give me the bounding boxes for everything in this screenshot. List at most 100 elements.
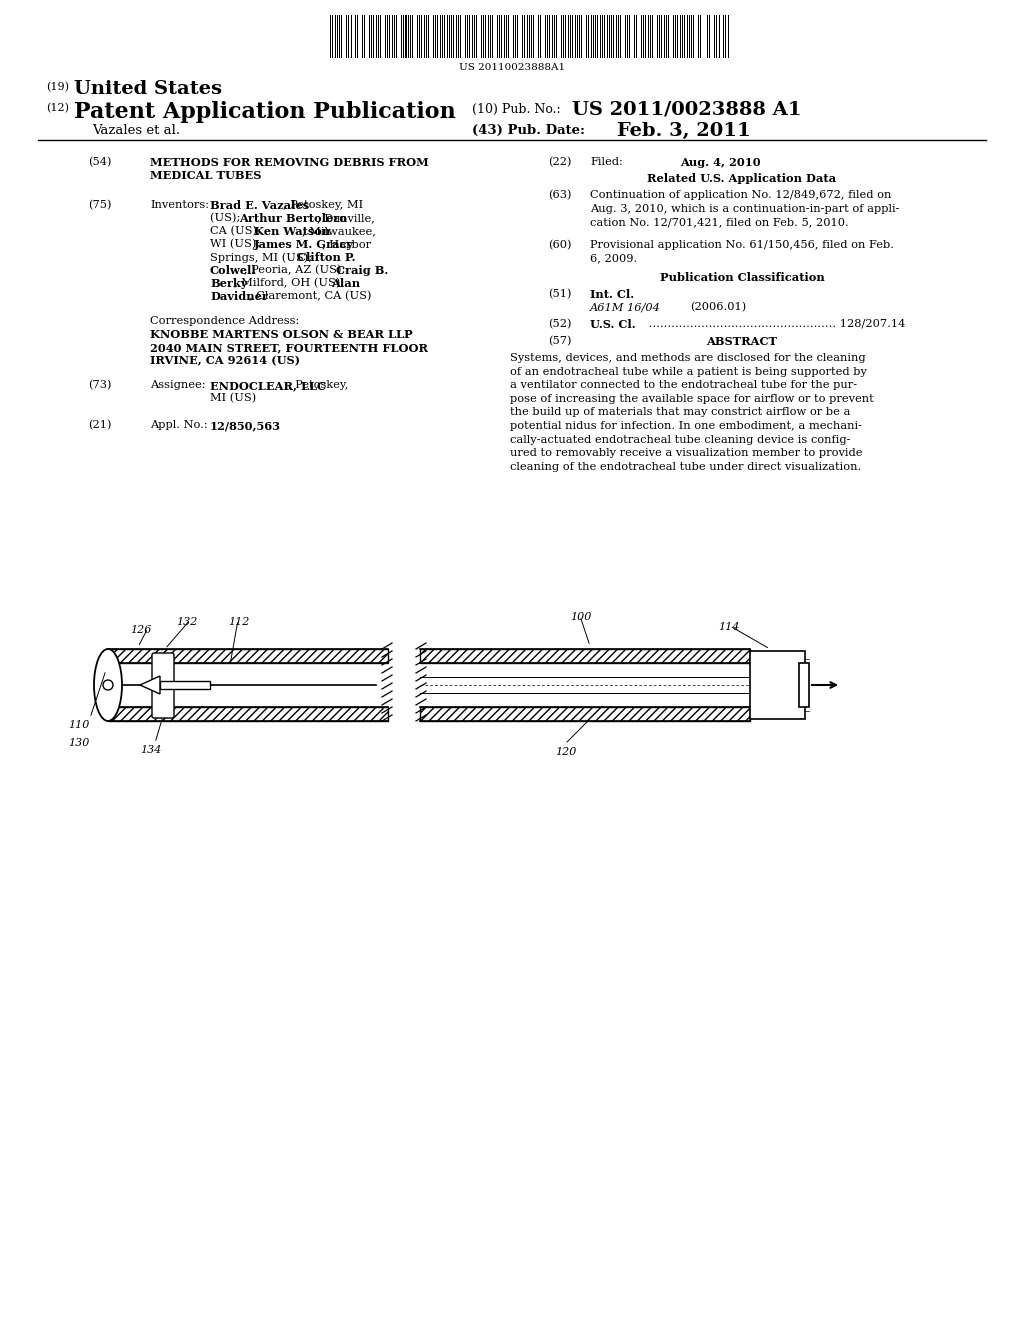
Bar	[621, 15, 622, 58]
Bar	[604, 15, 605, 58]
Text: IRVINE, CA 92614 (US): IRVINE, CA 92614 (US)	[150, 355, 300, 366]
Text: 134: 134	[140, 744, 162, 755]
Text: 126: 126	[130, 624, 152, 635]
Bar	[449, 15, 450, 58]
Text: Provisional application No. 61/150,456, filed on Feb.
6, 2009.: Provisional application No. 61/150,456, …	[590, 240, 894, 264]
Text: KNOBBE MARTENS OLSON & BEAR LLP: KNOBBE MARTENS OLSON & BEAR LLP	[150, 329, 413, 341]
Bar	[567, 15, 568, 58]
Text: (51): (51)	[548, 289, 571, 300]
Text: Correspondence Address:: Correspondence Address:	[150, 315, 299, 326]
Bar	[708, 15, 709, 58]
Text: MEDICAL TUBES: MEDICAL TUBES	[150, 170, 261, 181]
Bar	[483, 15, 484, 58]
Text: (57): (57)	[548, 337, 571, 346]
Bar	[420, 649, 750, 663]
Text: Springs, MI (US);: Springs, MI (US);	[210, 252, 315, 263]
Bar	[346, 15, 347, 58]
Ellipse shape	[94, 649, 122, 721]
Bar	[600, 15, 601, 58]
Text: (73): (73)	[88, 380, 112, 391]
Text: , Harbor: , Harbor	[322, 239, 371, 249]
Text: , Petoskey, MI: , Petoskey, MI	[283, 201, 362, 210]
Text: 100: 100	[570, 612, 592, 622]
Text: (19): (19)	[46, 82, 69, 92]
Text: (12): (12)	[46, 103, 69, 114]
Text: ABSTRACT: ABSTRACT	[707, 337, 777, 347]
Text: 132: 132	[176, 616, 198, 627]
Text: Inventors:: Inventors:	[150, 201, 209, 210]
Bar	[410, 15, 411, 58]
Bar	[593, 15, 594, 58]
Text: Brad E. Vazales: Brad E. Vazales	[210, 201, 309, 211]
Bar	[636, 15, 637, 58]
Bar	[487, 15, 488, 58]
Bar	[497, 15, 498, 58]
Bar	[595, 15, 596, 58]
Text: Berky: Berky	[210, 279, 248, 289]
Text: Aug. 4, 2010: Aug. 4, 2010	[680, 157, 761, 168]
Text: Arthur Bertolero: Arthur Bertolero	[239, 213, 347, 224]
Bar	[406, 15, 407, 58]
Bar	[586, 15, 587, 58]
Text: (US);: (US);	[210, 213, 244, 223]
Bar	[750, 651, 805, 719]
Text: , Milwaukee,: , Milwaukee,	[302, 226, 376, 236]
Text: 110: 110	[68, 719, 89, 730]
Text: 112: 112	[228, 616, 250, 627]
Bar	[428, 15, 429, 58]
Bar	[408, 15, 409, 58]
Text: (60): (60)	[548, 240, 571, 251]
Text: Filed:: Filed:	[590, 157, 623, 168]
Text: United States: United States	[74, 81, 222, 98]
Text: 114: 114	[718, 622, 739, 632]
Text: Davidner: Davidner	[210, 290, 268, 302]
Text: Assignee:: Assignee:	[150, 380, 206, 389]
Text: , Petoskey,: , Petoskey,	[288, 380, 348, 389]
Bar	[332, 15, 334, 58]
Text: Alan: Alan	[331, 279, 360, 289]
Text: Appl. No.:: Appl. No.:	[150, 420, 208, 430]
Text: (75): (75)	[88, 201, 112, 210]
Text: 12/850,563: 12/850,563	[210, 420, 281, 432]
Bar	[682, 15, 683, 58]
Bar	[472, 15, 473, 58]
Text: ENDOCLEAR, LLC: ENDOCLEAR, LLC	[210, 380, 326, 391]
Bar	[108, 649, 388, 663]
Text: (10) Pub. No.:: (10) Pub. No.:	[472, 103, 560, 116]
FancyBboxPatch shape	[152, 688, 174, 718]
Text: Publication Classification: Publication Classification	[659, 272, 824, 282]
Text: (43) Pub. Date:: (43) Pub. Date:	[472, 124, 585, 137]
Text: 120: 120	[555, 747, 577, 756]
Text: A61M 16/04: A61M 16/04	[590, 302, 660, 312]
Text: (52): (52)	[548, 319, 571, 329]
Text: , Danville,: , Danville,	[316, 213, 375, 223]
Bar	[513, 15, 514, 58]
Bar	[673, 15, 674, 58]
Text: Int. Cl.: Int. Cl.	[590, 289, 634, 300]
Text: US 2011/0023888 A1: US 2011/0023888 A1	[572, 102, 802, 119]
Text: Continuation of application No. 12/849,672, filed on
Aug. 3, 2010, which is a co: Continuation of application No. 12/849,6…	[590, 190, 899, 227]
Bar	[650, 15, 651, 58]
Text: Colwell: Colwell	[210, 265, 257, 276]
Text: , Claremont, CA (US): , Claremont, CA (US)	[249, 290, 372, 301]
Bar	[588, 15, 590, 58]
Text: MI (US): MI (US)	[210, 393, 256, 404]
Bar	[618, 15, 620, 58]
Bar	[444, 15, 445, 58]
Bar	[355, 15, 356, 58]
Bar	[531, 15, 532, 58]
Text: (63): (63)	[548, 190, 571, 201]
Bar	[648, 15, 649, 58]
Text: Patent Application Publication: Patent Application Publication	[74, 102, 456, 123]
Polygon shape	[140, 676, 160, 694]
Text: U.S. Cl.: U.S. Cl.	[590, 319, 636, 330]
Bar	[456, 15, 457, 58]
Text: 130: 130	[68, 738, 89, 748]
Bar	[357, 15, 358, 58]
Bar	[452, 15, 453, 58]
Bar	[606, 15, 607, 58]
Text: 2040 MAIN STREET, FOURTEENTH FLOOR: 2040 MAIN STREET, FOURTEENTH FLOOR	[150, 342, 428, 352]
Text: Craig B.: Craig B.	[336, 265, 388, 276]
Text: Ken Watson: Ken Watson	[254, 226, 330, 238]
Text: CA (US);: CA (US);	[210, 226, 264, 236]
